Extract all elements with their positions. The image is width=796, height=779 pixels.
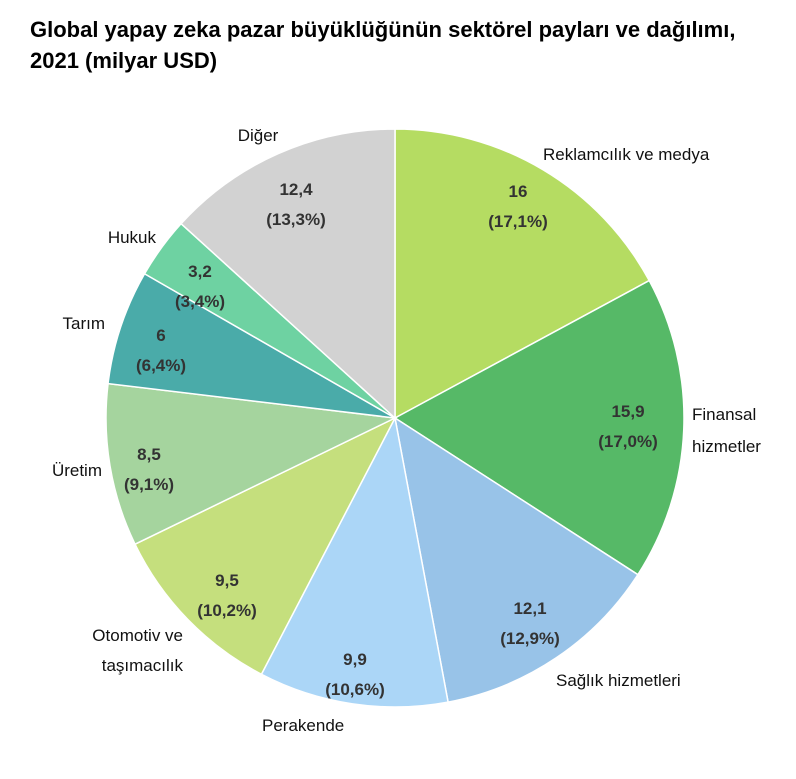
data-label-reklamcilik-ve-medya: 16 (17,1%) bbox=[488, 182, 548, 231]
data-label-diger: 12,4 (13,3%) bbox=[266, 180, 326, 229]
data-label-tarim: 6 (6,4%) bbox=[136, 326, 186, 375]
category-label-perakende: Perakende bbox=[262, 716, 344, 735]
category-label-finansal-hizmetler: Finansal hizmetler bbox=[692, 405, 761, 456]
category-label-uretim: Üretim bbox=[52, 461, 102, 480]
chart-title: Global yapay zeka pazar büyüklüğünün sek… bbox=[30, 17, 736, 73]
pie-labels: 16 (17,1%) Reklamcılık ve medya 15,9 (17,0%)… bbox=[52, 126, 761, 735]
pie-slice-uretim bbox=[105, 382, 398, 546]
data-label-perakende: 9,9 (10,6%) bbox=[325, 650, 385, 699]
data-label-saglik-hizmetleri: 12,1 (12,9%) bbox=[500, 599, 560, 648]
pie-slice-tarim bbox=[107, 272, 396, 419]
pie-slice-saglik-hizmetleri bbox=[393, 416, 639, 703]
pie-slice-perakende bbox=[260, 415, 449, 708]
data-label-hukuk: 3,2 (3,4%) bbox=[175, 262, 225, 311]
pie-slices bbox=[105, 128, 685, 708]
data-label-uretim: 8,5 (9,1%) bbox=[124, 445, 174, 494]
pie-slice-reklamcilik-ve-medya bbox=[394, 128, 651, 420]
category-label-hukuk: Hukuk bbox=[108, 228, 157, 247]
pie-slice-otomotiv-ve-tasimacilik bbox=[134, 416, 397, 676]
data-label-otomotiv-ve-tasimacilik: 9,5 (10,2%) bbox=[197, 571, 257, 620]
category-label-reklamcilik-ve-medya: Reklamcılık ve medya bbox=[543, 145, 710, 164]
category-label-saglik-hizmetleri: Sağlık hizmetleri bbox=[556, 671, 681, 690]
category-label-otomotiv-ve-tasimacilik: Otomotiv ve taşımacılık bbox=[92, 626, 183, 675]
category-label-diger: Diğer bbox=[238, 126, 279, 145]
category-label-tarim: Tarım bbox=[63, 314, 106, 333]
pie-slice-diger bbox=[180, 128, 396, 420]
data-label-finansal-hizmetler: 15,9 (17,0%) bbox=[598, 402, 658, 451]
pie-slice-finansal-hizmetler bbox=[393, 279, 685, 576]
